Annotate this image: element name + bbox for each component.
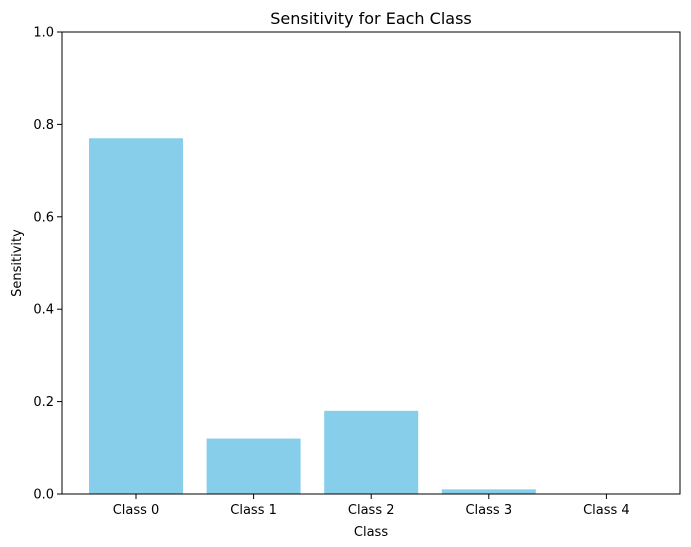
bars-group: [89, 138, 536, 494]
x-tick-label: Class 4: [583, 503, 630, 518]
y-tick-label: 1.0: [33, 26, 54, 41]
y-tick-label: 0.0: [33, 488, 54, 503]
chart-title: Sensitivity for Each Class: [270, 9, 472, 28]
y-axis-title: Sensitivity: [10, 229, 25, 297]
bar-class-1: [206, 438, 301, 494]
bar-class-3: [441, 489, 536, 494]
y-tick-label: 0.4: [33, 303, 54, 318]
bar-class-2: [324, 410, 419, 494]
y-tick-label: 0.6: [33, 210, 54, 225]
y-axis-ticks: 0.0 0.2 0.4 0.6 0.8 1.0: [33, 26, 62, 503]
x-axis-ticks: Class 0 Class 1 Class 2 Class 3 Class 4: [113, 494, 630, 518]
y-tick-label: 0.2: [33, 395, 54, 410]
x-axis-title: Class: [354, 525, 388, 540]
x-tick-label: Class 1: [230, 503, 277, 518]
x-tick-label: Class 3: [465, 503, 512, 518]
bar-class-0: [89, 138, 183, 494]
y-tick-label: 0.8: [33, 118, 54, 133]
x-tick-label: Class 0: [113, 503, 160, 518]
x-tick-label: Class 2: [348, 503, 395, 518]
plot-frame: [61, 31, 681, 495]
